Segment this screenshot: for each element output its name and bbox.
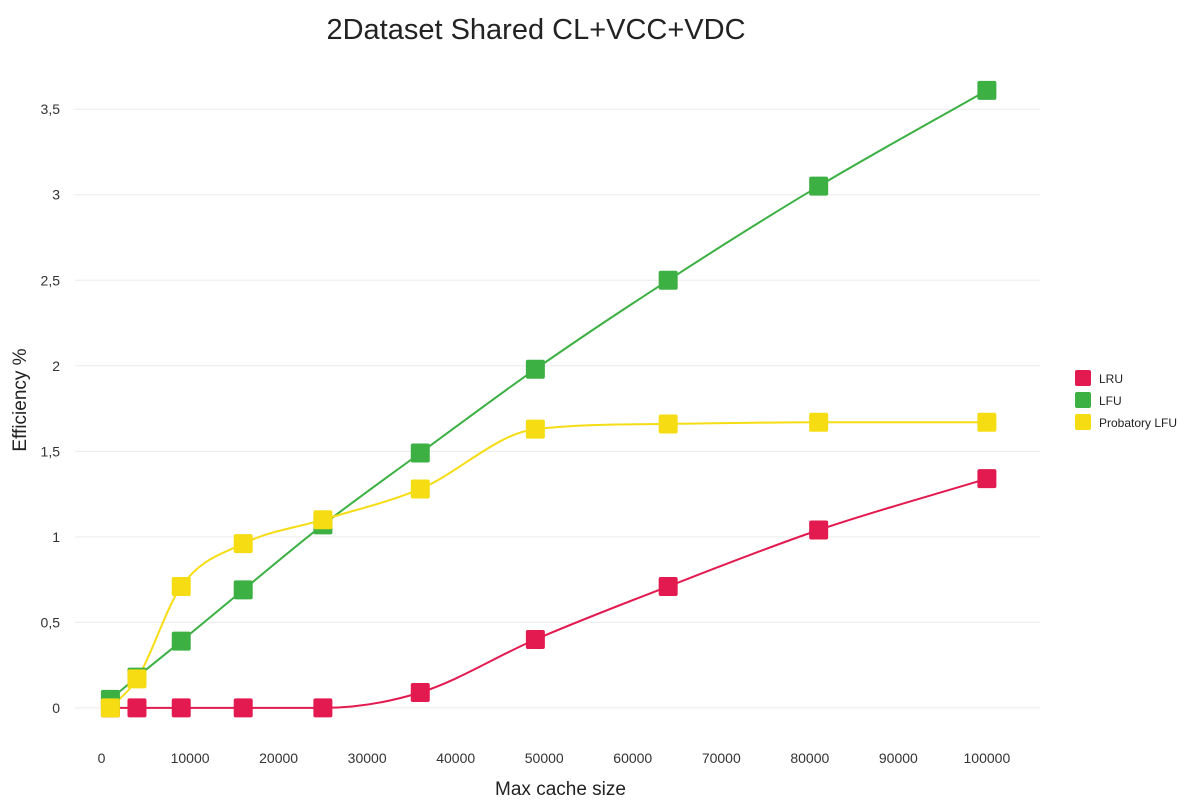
data-point-lru [410,683,430,702]
y-tick-label: 2 [52,358,60,374]
data-point-lfu [525,359,545,379]
y-tick-label: 1,5 [41,443,61,459]
data-point-probatory-lfu [313,510,333,530]
data-point-lru [233,698,253,718]
data-point-lru [809,520,829,540]
legend-swatch [1075,414,1091,430]
data-point-lru [127,698,147,718]
series-line-lfu [109,89,988,701]
data-point-probatory-lfu [525,419,545,439]
legend-label: LRU [1099,372,1123,386]
data-point-lfu [410,443,430,463]
chart-title: 2Dataset Shared CL+VCC+VDC [326,14,746,46]
data-point-lfu [658,270,678,290]
legend-swatch [1075,392,1091,408]
data-point-lfu [171,631,191,651]
legend-swatch [1075,370,1091,386]
data-point-probatory-lfu [233,534,253,554]
series-markers [100,80,997,718]
data-point-probatory-lfu [127,669,147,689]
data-point-lfu [809,176,829,196]
legend-label: LFU [1099,394,1122,408]
x-tick-label: 10000 [171,750,210,766]
data-point-lru [525,629,545,649]
y-axis-ticks: 0 0,5 1 1,5 2 2,5 3 3,5 [41,101,61,716]
y-tick-label: 0,5 [41,614,61,630]
x-axis-title: Max cache size [495,779,626,800]
y-axis-title: Efficiency % [10,348,31,451]
x-tick-label: 40000 [436,750,475,766]
data-point-probatory-lfu [100,698,120,718]
data-point-probatory-lfu [809,412,829,432]
data-point-lru [171,698,191,718]
data-point-probatory-lfu [658,414,678,434]
y-tick-label: 0 [52,700,60,716]
data-point-probatory-lfu [171,576,191,596]
data-point-lru [658,576,678,596]
x-tick-label: 80000 [790,750,829,766]
x-tick-label: 70000 [702,750,741,766]
y-tick-label: 3 [52,187,60,203]
x-tick-label: 60000 [613,750,652,766]
data-point-lfu [977,80,997,100]
y-tick-label: 3,5 [41,101,61,117]
x-tick-label: 20000 [259,750,298,766]
data-point-lfu [233,580,253,600]
data-point-probatory-lfu [977,412,997,432]
grid-lines [75,108,1040,709]
x-tick-label: 100000 [964,750,1011,766]
x-tick-label: 50000 [525,750,564,766]
data-point-lru [313,698,333,718]
legend: LRU LFU Probatory LFU [1075,370,1177,430]
x-axis-ticks: 0 10000 20000 30000 40000 50000 60000 70000 8000… [98,750,1011,766]
x-tick-label: 90000 [879,750,918,766]
y-tick-label: 1 [52,529,60,545]
data-point-lru [977,469,997,489]
x-tick-label: 0 [98,750,106,766]
series-lines [109,89,988,709]
x-tick-label: 30000 [348,750,387,766]
data-point-probatory-lfu [410,479,430,499]
series-line-probatory-lfu [109,421,987,709]
legend-label: Probatory LFU [1099,416,1177,430]
y-tick-label: 2,5 [41,272,61,288]
